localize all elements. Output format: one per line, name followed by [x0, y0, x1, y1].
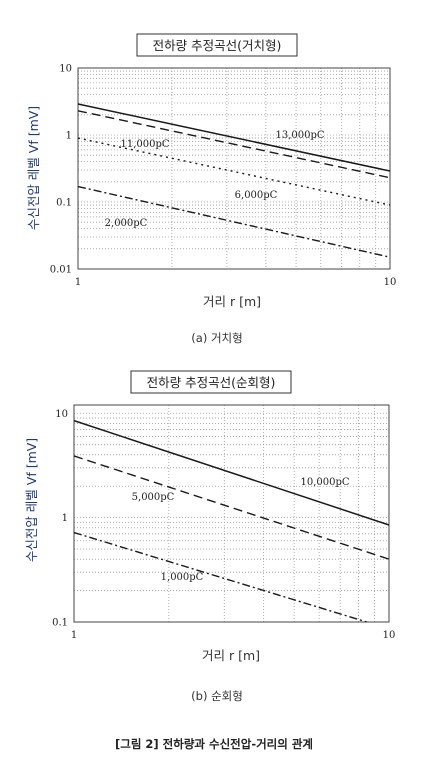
- chart-b-grid: [74, 405, 389, 622]
- chart-a-ylabel: 수신전압 레벨 Vf [mV]: [26, 106, 41, 230]
- series-line-3: [77, 185, 391, 258]
- chart-a-ticks: 0.01 0.1 1 10 1 10: [50, 64, 397, 289]
- chart-a-subcaption: (a) 거치형: [191, 331, 242, 345]
- chart-a-plot-frame: [77, 67, 391, 270]
- chart-b-title-box: [130, 370, 292, 394]
- series-line-2: [77, 137, 391, 206]
- chart-a-title-box: [136, 33, 298, 57]
- x-tick-label-1: 10: [384, 277, 397, 288]
- y-tick-label-0: 0.01: [50, 265, 72, 276]
- series-line-1: [77, 110, 391, 179]
- series-label-3: 2,000pC: [105, 218, 148, 229]
- y-tick-label-1: 0.1: [56, 198, 72, 209]
- y-tick-label-0: 0.1: [52, 618, 68, 629]
- chart-b: 전하량 추정곡선(순회형) 10,000pC 5,000pC 1,000pC 0.1…: [24, 370, 395, 703]
- chart-b-xlabel: 거리 r [m]: [202, 648, 260, 663]
- x-tick-label-0: 1: [71, 630, 77, 641]
- chart-b-series: 10,000pC 5,000pC 1,000pC: [73, 419, 390, 623]
- series-label-2: 6,000pC: [235, 190, 278, 201]
- chart-b-plot-frame: [73, 404, 390, 623]
- chart-a-grid: [78, 68, 390, 269]
- series-label-2: 1,000pC: [161, 572, 204, 583]
- chart-b-subcaption: (b) 순회형: [191, 689, 243, 703]
- y-tick-label-1: 1: [62, 513, 68, 524]
- y-tick-label-2: 1: [66, 131, 72, 142]
- x-tick-label-1: 10: [383, 630, 396, 641]
- series-label-1: 5,000pC: [132, 492, 175, 503]
- series-line-1: [73, 455, 390, 560]
- chart-b-ylabel: 수신전압 레벨 Vf [mV]: [24, 438, 39, 562]
- series-label-0: 10,000pC: [300, 477, 349, 488]
- series-label-1: 11,000pC: [120, 139, 169, 150]
- x-tick-label-0: 1: [75, 277, 81, 288]
- y-tick-label-3: 10: [59, 64, 72, 75]
- chart-a-series: 13,000pC 11,000pC 6,000pC 2,000pC: [77, 103, 391, 258]
- series-label-0: 13,000pC: [275, 130, 324, 141]
- chart-a: 전하량 추정곡선(거치형) 13,000pC 11,000pC 6,000pC 2,0…: [26, 33, 397, 345]
- chart-b-title: 전하량 추정곡선(순회형): [147, 375, 276, 390]
- figure-caption: [그림 2] 전하량과 수신전압-거리의 관계: [115, 737, 313, 751]
- chart-a-title: 전하량 추정곡선(거치형): [153, 38, 282, 53]
- y-tick-label-2: 10: [55, 409, 68, 420]
- chart-a-xlabel: 거리 r [m]: [203, 294, 261, 309]
- series-line-0: [73, 419, 390, 526]
- series-line-0: [77, 103, 391, 172]
- series-line-2: [73, 531, 367, 623]
